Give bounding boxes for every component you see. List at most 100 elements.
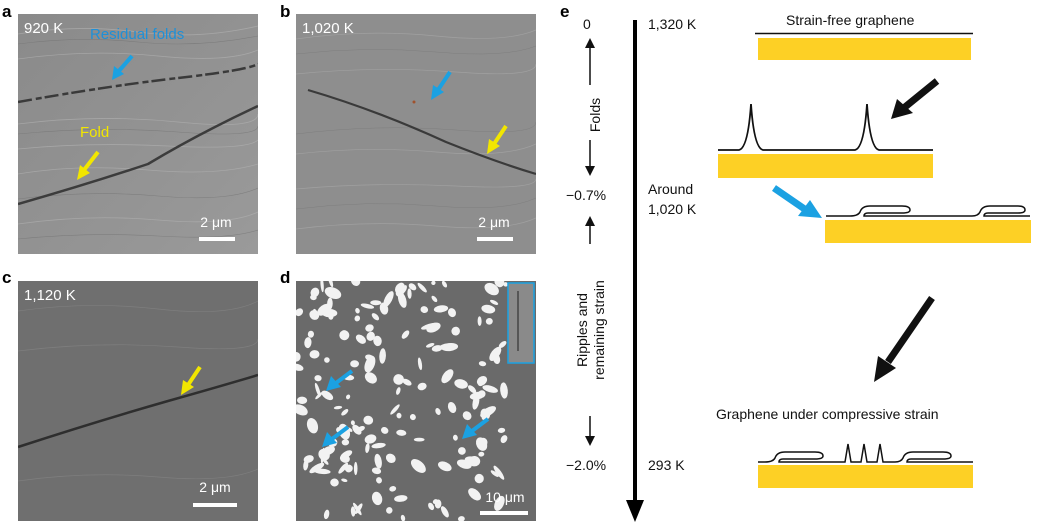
- bright-island: [306, 417, 319, 434]
- bright-island: [304, 337, 312, 349]
- bright-island: [338, 462, 349, 474]
- bright-island: [439, 343, 458, 351]
- arrows-panel-c: [181, 365, 202, 395]
- panel-e-letter: e: [560, 2, 570, 21]
- compressive-schematic: [758, 443, 973, 488]
- bright-island: [458, 516, 465, 521]
- panel-c-temperature: 1,120 K: [24, 287, 76, 304]
- bright-island: [420, 306, 429, 314]
- ripples-line-2: remaining strain: [591, 280, 607, 380]
- bright-island: [354, 315, 361, 322]
- bright-island: [297, 396, 308, 405]
- bright-island: [468, 488, 482, 501]
- fold-label: Fold: [80, 124, 110, 141]
- bright-island: [503, 282, 509, 287]
- bright-island: [310, 294, 317, 301]
- bright-island: [296, 404, 308, 416]
- substrate: [825, 220, 1031, 243]
- bright-island: [458, 447, 466, 455]
- temperature-axis-arrow: [626, 20, 644, 522]
- temp-mid-line-1: Around: [648, 181, 694, 197]
- scale-bar-a: [199, 237, 235, 241]
- scale-label-a: 2 μm: [200, 214, 232, 230]
- substrate: [758, 38, 971, 60]
- bright-island: [353, 461, 358, 476]
- bright-island: [355, 307, 360, 314]
- bright-island: [328, 281, 334, 288]
- bright-island: [489, 346, 502, 361]
- ripples-region-label: Ripples and remaining strain: [574, 260, 608, 400]
- bright-island: [371, 467, 382, 475]
- bright-island: [469, 391, 485, 400]
- panel-a-letter: a: [2, 2, 12, 21]
- bright-island: [371, 313, 380, 321]
- micrograph-c-image: [18, 281, 258, 521]
- bright-island: [393, 374, 404, 385]
- bright-island: [482, 385, 498, 393]
- bright-island: [394, 495, 408, 502]
- bright-island: [321, 390, 334, 401]
- bright-island: [396, 387, 401, 395]
- bright-island: [478, 382, 484, 387]
- bright-island: [309, 462, 325, 474]
- bright-island: [324, 287, 342, 299]
- bright-island: [333, 405, 343, 410]
- bright-island: [365, 443, 370, 454]
- bright-island: [417, 382, 427, 391]
- bright-island: [307, 330, 315, 338]
- bright-island: [478, 361, 487, 367]
- bright-island: [360, 303, 375, 309]
- strain-mid-label: −0.7%: [566, 187, 607, 203]
- bright-island: [425, 342, 435, 348]
- bright-island: [481, 304, 496, 314]
- micrograph-panel-d: 10 μm: [296, 281, 536, 521]
- bright-island: [494, 281, 504, 288]
- bright-island: [381, 426, 389, 434]
- bright-island: [475, 437, 488, 451]
- bright-island: [454, 379, 468, 389]
- bright-island: [456, 459, 472, 469]
- strain-zero-label: 0: [583, 16, 591, 32]
- bright-island: [379, 348, 386, 364]
- bright-island: [371, 442, 386, 449]
- temp-mid-label: Around 1,020 K: [648, 179, 696, 219]
- blue-arrow-icon: [462, 417, 490, 439]
- residual-folds-label: Residual folds: [90, 26, 185, 43]
- scale-bar-b: [477, 237, 513, 241]
- bright-island: [417, 282, 427, 293]
- bright-island: [395, 282, 405, 294]
- bright-island: [497, 427, 506, 433]
- bright-island: [363, 415, 374, 425]
- substrate: [718, 154, 933, 178]
- ripples-line-1: Ripples and: [574, 293, 590, 367]
- bright-island: [364, 372, 377, 384]
- up-arrow-icon: [585, 216, 595, 244]
- bright-island: [413, 437, 425, 442]
- bright-island: [350, 360, 359, 368]
- bright-island: [431, 295, 438, 303]
- bright-island: [383, 291, 394, 308]
- bright-island: [441, 369, 454, 384]
- scale-label-d: 10 μm: [485, 489, 525, 505]
- micrograph-panel-c: 1,120 K 2 μm: [18, 281, 258, 521]
- bright-island: [350, 420, 355, 426]
- bright-island: [462, 411, 472, 421]
- bright-island: [480, 408, 491, 420]
- bright-island: [474, 473, 484, 484]
- micrograph-b-image: [296, 14, 536, 254]
- bright-island: [433, 305, 449, 313]
- blue-arrow-icon: [431, 70, 452, 100]
- bright-island: [350, 506, 356, 517]
- bright-island: [386, 507, 393, 514]
- bright-island: [370, 300, 382, 306]
- bright-island: [478, 451, 485, 457]
- bright-island: [434, 499, 442, 509]
- bright-island: [396, 412, 402, 419]
- bright-island: [410, 459, 426, 473]
- bright-island: [389, 486, 397, 492]
- bright-island: [341, 439, 350, 446]
- black-arrow-icon: [874, 296, 935, 382]
- bright-island: [366, 331, 375, 341]
- scale-bar-c: [193, 503, 237, 507]
- bright-island: [441, 281, 448, 288]
